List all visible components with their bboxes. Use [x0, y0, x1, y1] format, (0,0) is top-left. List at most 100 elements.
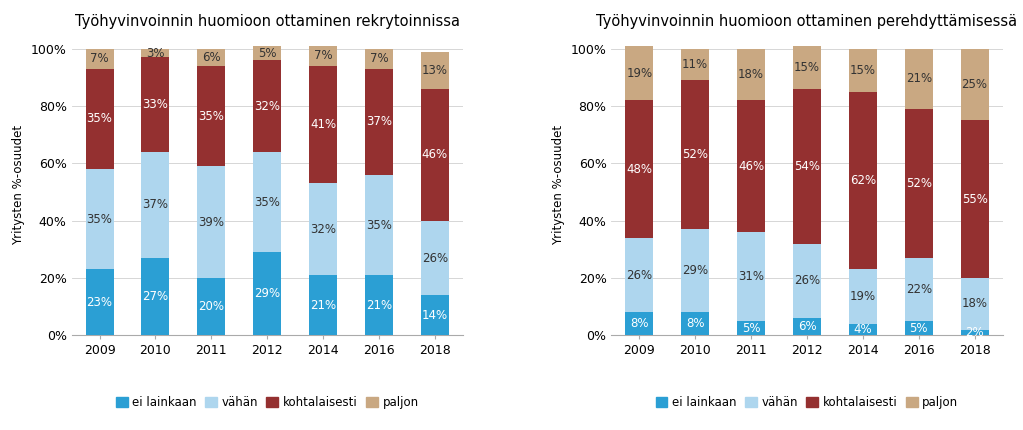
- Text: 46%: 46%: [738, 160, 764, 173]
- Text: 7%: 7%: [90, 52, 108, 65]
- Bar: [904, 49, 933, 109]
- Bar: [86, 69, 114, 169]
- Text: 8%: 8%: [630, 317, 649, 330]
- Text: 19%: 19%: [626, 67, 653, 80]
- Bar: [625, 313, 654, 335]
- Bar: [141, 258, 170, 335]
- Text: 3%: 3%: [146, 46, 165, 59]
- Bar: [681, 80, 709, 229]
- Text: 35%: 35%: [255, 196, 280, 209]
- Bar: [961, 330, 988, 335]
- Bar: [793, 244, 820, 318]
- Text: 18%: 18%: [738, 68, 764, 81]
- Bar: [849, 92, 877, 270]
- Bar: [365, 175, 393, 275]
- Bar: [738, 100, 765, 232]
- Bar: [197, 166, 225, 278]
- Bar: [849, 324, 877, 335]
- Bar: [309, 184, 337, 275]
- Bar: [681, 49, 709, 80]
- Bar: [849, 49, 877, 92]
- Bar: [904, 258, 933, 321]
- Bar: [849, 270, 877, 324]
- Bar: [86, 169, 114, 270]
- Bar: [141, 152, 170, 258]
- Bar: [420, 221, 449, 295]
- Text: 5%: 5%: [909, 322, 928, 335]
- Text: 11%: 11%: [682, 58, 708, 71]
- Bar: [420, 89, 449, 221]
- Text: 15%: 15%: [794, 61, 820, 74]
- Bar: [625, 46, 654, 100]
- Text: 55%: 55%: [962, 193, 987, 206]
- Text: 15%: 15%: [850, 64, 876, 77]
- Bar: [141, 49, 170, 57]
- Title: Työhyvinvoinnin huomioon ottaminen perehdyttämisessä: Työhyvinvoinnin huomioon ottaminen pereh…: [596, 14, 1018, 29]
- Bar: [681, 229, 709, 313]
- Text: 6%: 6%: [798, 320, 816, 333]
- Bar: [197, 49, 225, 66]
- Bar: [365, 49, 393, 69]
- Text: 7%: 7%: [314, 49, 332, 62]
- Bar: [86, 270, 114, 335]
- Y-axis label: Yritysten %-osuudet: Yritysten %-osuudet: [12, 125, 26, 245]
- Text: 2%: 2%: [966, 326, 984, 339]
- Text: 26%: 26%: [794, 274, 820, 287]
- Bar: [365, 69, 393, 175]
- Legend: ei lainkaan, vähän, kohtalaisesti, paljon: ei lainkaan, vähän, kohtalaisesti, paljo…: [112, 391, 424, 414]
- Text: 52%: 52%: [905, 177, 932, 190]
- Y-axis label: Yritysten %-osuudet: Yritysten %-osuudet: [552, 125, 565, 245]
- Bar: [625, 238, 654, 313]
- Bar: [961, 120, 988, 278]
- Text: 20%: 20%: [198, 300, 224, 313]
- Text: 26%: 26%: [421, 252, 448, 264]
- Bar: [365, 275, 393, 335]
- Bar: [309, 66, 337, 184]
- Text: 18%: 18%: [962, 298, 987, 310]
- Title: Työhyvinvoinnin huomioon ottaminen rekrytoinnissa: Työhyvinvoinnin huomioon ottaminen rekry…: [75, 14, 459, 29]
- Text: 39%: 39%: [198, 216, 224, 229]
- Text: 4%: 4%: [853, 323, 873, 336]
- Bar: [309, 275, 337, 335]
- Text: 52%: 52%: [682, 148, 708, 161]
- Text: 29%: 29%: [254, 287, 280, 300]
- Text: 14%: 14%: [421, 309, 448, 322]
- Text: 62%: 62%: [850, 174, 876, 187]
- Bar: [681, 313, 709, 335]
- Bar: [738, 232, 765, 321]
- Text: 27%: 27%: [142, 290, 169, 303]
- Text: 13%: 13%: [421, 64, 448, 77]
- Bar: [254, 60, 281, 152]
- Bar: [738, 49, 765, 100]
- Bar: [793, 46, 820, 89]
- Text: 33%: 33%: [142, 98, 169, 111]
- Bar: [254, 46, 281, 60]
- Bar: [197, 278, 225, 335]
- Bar: [420, 295, 449, 335]
- Bar: [961, 278, 988, 330]
- Bar: [961, 49, 988, 120]
- Text: 35%: 35%: [198, 110, 224, 123]
- Bar: [197, 66, 225, 166]
- Bar: [738, 321, 765, 335]
- Legend: ei lainkaan, vähän, kohtalaisesti, paljon: ei lainkaan, vähän, kohtalaisesti, paljo…: [651, 391, 963, 414]
- Text: 26%: 26%: [626, 269, 653, 282]
- Text: 7%: 7%: [369, 52, 389, 65]
- Text: 35%: 35%: [87, 213, 113, 226]
- Text: 48%: 48%: [626, 163, 653, 175]
- Text: 41%: 41%: [310, 118, 337, 131]
- Bar: [793, 89, 820, 244]
- Text: 54%: 54%: [794, 160, 820, 173]
- Text: 32%: 32%: [254, 100, 280, 113]
- Text: 19%: 19%: [850, 290, 876, 303]
- Bar: [254, 152, 281, 252]
- Text: 5%: 5%: [742, 322, 760, 335]
- Text: 21%: 21%: [310, 299, 337, 312]
- Bar: [254, 252, 281, 335]
- Text: 21%: 21%: [366, 299, 392, 312]
- Text: 37%: 37%: [366, 115, 392, 128]
- Text: 35%: 35%: [366, 218, 392, 231]
- Bar: [904, 109, 933, 258]
- Text: 23%: 23%: [87, 296, 113, 309]
- Text: 21%: 21%: [905, 72, 932, 85]
